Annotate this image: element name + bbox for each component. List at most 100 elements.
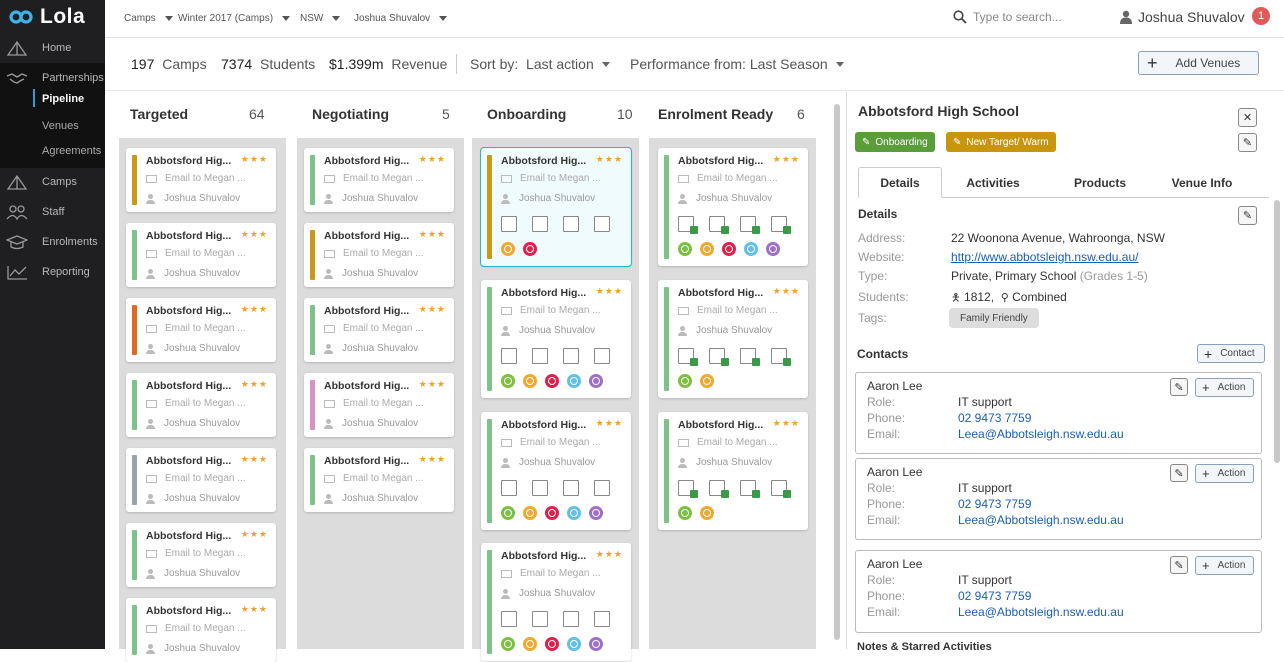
lightbulb-icon[interactable] bbox=[771, 348, 791, 366]
signature-icon[interactable] bbox=[532, 611, 548, 627]
tab-venue-info[interactable]: Venue Info bbox=[1171, 175, 1233, 190]
email-link[interactable]: Leea@Abbotsleigh.nsw.edu.au bbox=[958, 427, 1124, 441]
tab-products[interactable]: Products bbox=[1073, 175, 1126, 190]
close-button[interactable]: ✕ bbox=[1238, 108, 1257, 127]
venue-card[interactable]: Abbotsford Hig... ★★★ Email to Megan ...… bbox=[304, 373, 454, 437]
product-status-icon[interactable] bbox=[501, 374, 515, 388]
venue-card[interactable]: Abbotsford Hig... ★★★ Email to Megan ...… bbox=[304, 298, 454, 362]
detail-scrollbar[interactable] bbox=[1274, 200, 1280, 463]
agreement-icon[interactable] bbox=[678, 348, 698, 366]
subnav-venues[interactable]: Venues bbox=[42, 120, 79, 132]
product-status-icon[interactable] bbox=[589, 374, 603, 388]
logo[interactable]: Lola bbox=[8, 5, 85, 29]
lightbulb-icon[interactable] bbox=[594, 216, 610, 232]
lightbulb-icon[interactable] bbox=[594, 348, 610, 364]
product-status-icon[interactable] bbox=[678, 242, 692, 256]
signature-icon[interactable] bbox=[532, 216, 548, 232]
devices-icon[interactable] bbox=[563, 480, 579, 496]
lightbulb-icon[interactable] bbox=[771, 216, 791, 234]
contact-action-button[interactable]: + Action bbox=[1195, 556, 1254, 575]
subnav-pipeline[interactable]: Pipeline bbox=[42, 93, 85, 105]
nav-enrolments[interactable]: Enrolments bbox=[0, 234, 105, 250]
edit-contact-button[interactable]: ✎ bbox=[1170, 464, 1188, 482]
product-status-icon[interactable] bbox=[545, 506, 559, 520]
signature-icon[interactable] bbox=[709, 480, 729, 498]
devices-icon[interactable] bbox=[740, 216, 760, 234]
product-status-icon[interactable] bbox=[501, 506, 515, 520]
phone-link[interactable]: 02 9473 7759 bbox=[958, 589, 1032, 603]
signature-icon[interactable] bbox=[532, 348, 548, 364]
website-link[interactable]: http://www.abbotsleigh.nsw.edu.au/ bbox=[951, 250, 1139, 264]
lightbulb-icon[interactable] bbox=[771, 480, 791, 498]
product-status-icon[interactable] bbox=[766, 242, 780, 256]
email-link[interactable]: Leea@Abbotsleigh.nsw.edu.au bbox=[958, 513, 1124, 527]
venue-card[interactable]: Abbotsford Hig... ★★★ Email to Megan ...… bbox=[481, 412, 631, 530]
product-status-icon[interactable] bbox=[523, 374, 537, 388]
search-box[interactable]: Type to search... bbox=[953, 10, 1062, 24]
devices-icon[interactable] bbox=[740, 480, 760, 498]
nav-partnerships[interactable]: Partnerships bbox=[0, 70, 105, 86]
venue-card[interactable]: Abbotsford Hig... ★★★ Email to Megan ...… bbox=[658, 280, 808, 398]
venue-card[interactable]: Abbotsford Hig... ★★★ Email to Megan ...… bbox=[304, 148, 454, 212]
status-tag-onboarding[interactable]: ✎ Onboarding bbox=[855, 132, 935, 152]
add-contact-button[interactable]: + Contact bbox=[1197, 344, 1265, 363]
product-status-icon[interactable] bbox=[722, 242, 736, 256]
edit-contact-button[interactable]: ✎ bbox=[1170, 556, 1188, 574]
venue-card[interactable]: Abbotsford Hig... ★★★ Email to Megan ...… bbox=[126, 223, 276, 287]
venue-card[interactable]: Abbotsford Hig... ★★★ Email to Megan ...… bbox=[126, 373, 276, 437]
product-status-icon[interactable] bbox=[700, 242, 714, 256]
crumb-state[interactable]: NSW bbox=[300, 13, 341, 24]
contact-action-button[interactable]: + Action bbox=[1195, 464, 1254, 483]
devices-icon[interactable] bbox=[740, 348, 760, 366]
venue-card[interactable]: Abbotsford Hig... ★★★ Email to Megan ...… bbox=[481, 280, 631, 398]
board-scrollbar[interactable] bbox=[834, 104, 840, 640]
venue-card[interactable]: Abbotsford Hig... ★★★ Email to Megan ...… bbox=[481, 543, 631, 661]
status-tag-warm[interactable]: ✎ New Target/ Warm bbox=[946, 132, 1056, 152]
product-status-icon[interactable] bbox=[700, 374, 714, 388]
performance-dropdown[interactable]: Performance from: Last Season bbox=[630, 56, 844, 72]
venue-card[interactable]: Abbotsford Hig... ★★★ Email to Megan ...… bbox=[658, 148, 808, 266]
product-status-icon[interactable] bbox=[744, 242, 758, 256]
venue-card[interactable]: Abbotsford Hig... ★★★ Email to Megan ...… bbox=[658, 412, 808, 530]
venue-card[interactable]: Abbotsford Hig... ★★★ Email to Megan ...… bbox=[480, 147, 632, 267]
agreement-icon[interactable] bbox=[678, 216, 698, 234]
tab-details[interactable]: Details bbox=[858, 167, 942, 198]
nav-home[interactable]: Home bbox=[0, 40, 105, 56]
user-menu[interactable]: Joshua Shuvalov bbox=[1120, 9, 1245, 25]
contact-action-button[interactable]: + Action bbox=[1195, 378, 1254, 397]
product-status-icon[interactable] bbox=[545, 637, 559, 651]
devices-icon[interactable] bbox=[563, 348, 579, 364]
nav-staff[interactable]: Staff bbox=[0, 204, 105, 220]
product-status-icon[interactable] bbox=[678, 374, 692, 388]
venue-card[interactable]: Abbotsford Hig... ★★★ Email to Megan ...… bbox=[304, 448, 454, 512]
email-link[interactable]: Leea@Abbotsleigh.nsw.edu.au bbox=[958, 605, 1124, 619]
lightbulb-icon[interactable] bbox=[594, 611, 610, 627]
venue-card[interactable]: Abbotsford Hig... ★★★ Email to Megan ...… bbox=[126, 448, 276, 512]
product-status-icon[interactable] bbox=[523, 242, 537, 256]
notification-badge[interactable]: 1 bbox=[1252, 7, 1270, 25]
product-status-icon[interactable] bbox=[501, 637, 515, 651]
agreement-icon[interactable] bbox=[678, 480, 698, 498]
product-status-icon[interactable] bbox=[567, 374, 581, 388]
product-status-icon[interactable] bbox=[678, 506, 692, 520]
venue-card[interactable]: Abbotsford Hig... ★★★ Email to Megan ...… bbox=[126, 298, 276, 362]
subnav-agreements[interactable]: Agreements bbox=[42, 145, 102, 157]
edit-status-button[interactable]: ✎ bbox=[1238, 133, 1257, 152]
devices-icon[interactable] bbox=[563, 611, 579, 627]
crumb-camps[interactable]: Camps bbox=[124, 13, 173, 24]
crumb-user[interactable]: Joshua Shuvalov bbox=[354, 13, 448, 24]
agreement-icon[interactable] bbox=[501, 480, 517, 496]
product-status-icon[interactable] bbox=[700, 506, 714, 520]
crumb-season[interactable]: Winter 2017 (Camps) bbox=[178, 13, 291, 24]
devices-icon[interactable] bbox=[563, 216, 579, 232]
product-status-icon[interactable] bbox=[501, 242, 515, 256]
product-status-icon[interactable] bbox=[567, 506, 581, 520]
agreement-icon[interactable] bbox=[501, 611, 517, 627]
agreement-icon[interactable] bbox=[501, 216, 517, 232]
product-status-icon[interactable] bbox=[589, 637, 603, 651]
edit-contact-button[interactable]: ✎ bbox=[1170, 378, 1188, 396]
phone-link[interactable]: 02 9473 7759 bbox=[958, 497, 1032, 511]
phone-link[interactable]: 02 9473 7759 bbox=[958, 411, 1032, 425]
agreement-icon[interactable] bbox=[501, 348, 517, 364]
product-status-icon[interactable] bbox=[589, 506, 603, 520]
